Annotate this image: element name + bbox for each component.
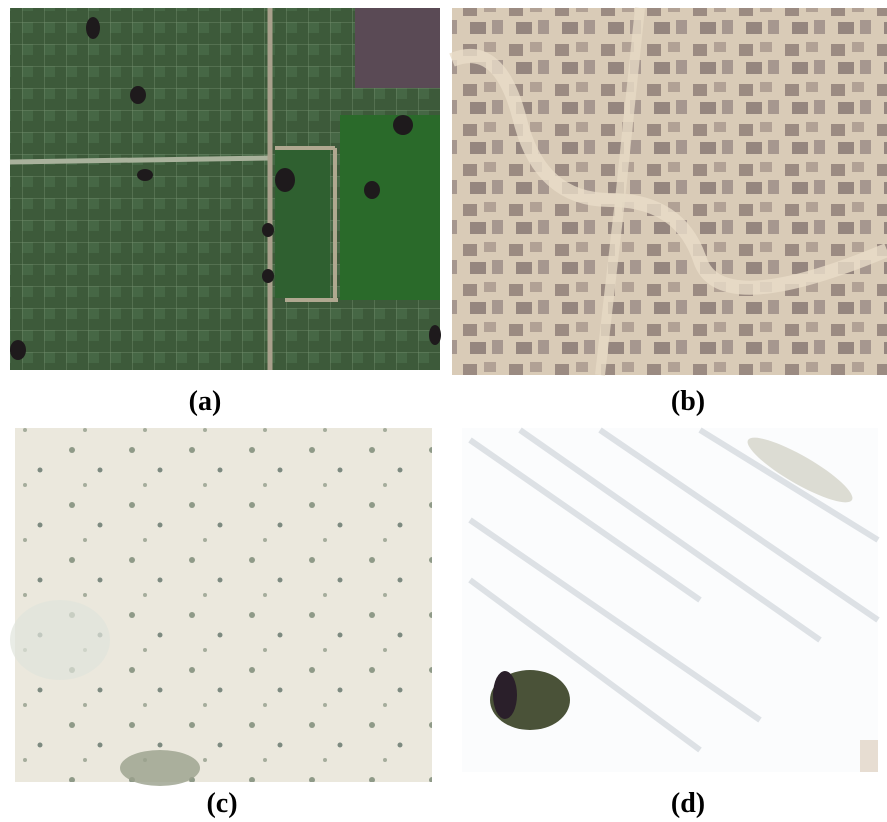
tree xyxy=(262,223,274,237)
field xyxy=(340,115,440,300)
patch xyxy=(10,600,110,680)
panel-label: (a) xyxy=(189,386,222,417)
tree xyxy=(86,17,100,39)
tree xyxy=(429,325,441,345)
panel-b-image xyxy=(452,8,887,375)
panel-label: (d) xyxy=(671,788,705,819)
page: {"panels": [{"label": "(a)"}, {"label": … xyxy=(0,0,887,822)
shrub xyxy=(120,750,200,786)
tree xyxy=(393,115,413,135)
panel-c-image xyxy=(10,428,432,786)
panel-label: (c) xyxy=(206,788,237,819)
tree xyxy=(137,169,153,181)
tree xyxy=(130,86,146,104)
panel-d-image xyxy=(462,428,878,772)
tree xyxy=(262,269,274,283)
tree xyxy=(275,168,295,192)
settlement xyxy=(452,8,887,375)
tree xyxy=(10,340,26,360)
tree xyxy=(364,181,380,199)
panel-a-image xyxy=(10,8,441,370)
shadow xyxy=(493,671,517,719)
patch xyxy=(860,740,878,772)
figure: (a) (b) (c) (d) xyxy=(0,0,887,822)
field xyxy=(355,8,440,88)
panel-label: (b) xyxy=(671,386,705,417)
